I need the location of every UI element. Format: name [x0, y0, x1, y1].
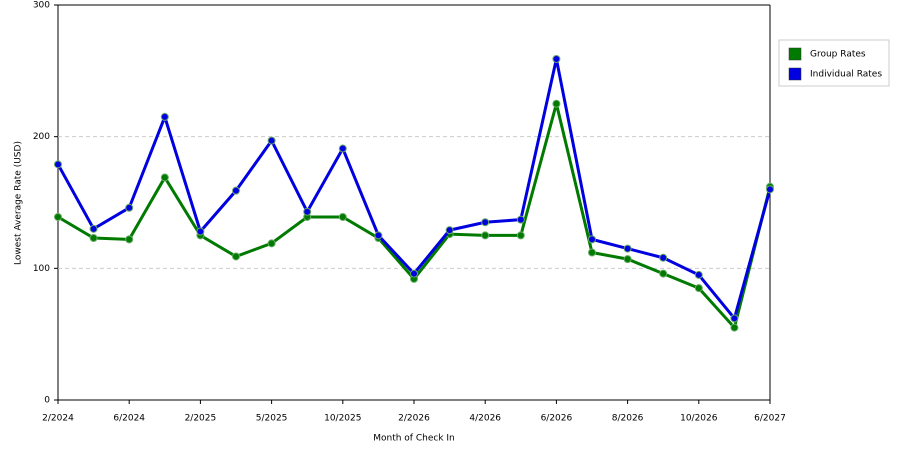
data-point	[338, 144, 347, 153]
data-point	[89, 234, 98, 243]
x-tick-label: 5/2025	[256, 414, 288, 424]
legend-swatch	[788, 67, 802, 81]
data-point	[232, 252, 240, 261]
data-point	[552, 99, 561, 108]
data-point	[766, 185, 774, 194]
data-point	[481, 231, 490, 240]
legend-label: Group Rates	[810, 50, 866, 60]
y-tick-label: 0	[44, 396, 50, 406]
data-point	[659, 253, 668, 262]
data-point	[623, 244, 632, 253]
data-point	[125, 203, 134, 212]
data-point	[54, 160, 62, 169]
data-point	[730, 314, 739, 323]
x-tick-label: 6/2026	[541, 414, 573, 424]
data-point	[374, 231, 383, 240]
x-tick-label: 4/2026	[469, 414, 501, 424]
data-point	[89, 224, 98, 233]
data-point	[445, 226, 454, 235]
x-tick-label: 10/2026	[680, 414, 718, 424]
x-tick-label: 6/2027	[754, 414, 786, 424]
x-tick-label: 8/2026	[612, 414, 644, 424]
y-tick-label: 300	[33, 1, 50, 11]
data-point	[552, 54, 561, 63]
data-point	[54, 212, 62, 221]
x-tick-label: 10/2025	[324, 414, 361, 424]
x-tick-label: 2/2026	[398, 414, 430, 424]
data-point	[694, 270, 703, 279]
x-axis-label: Month of Check In	[373, 434, 455, 444]
data-point	[267, 136, 276, 145]
data-point	[338, 212, 347, 221]
data-point	[125, 235, 134, 244]
data-point	[481, 218, 490, 227]
y-axis-label: Lowest Average Rate (USD)	[14, 141, 24, 265]
legend-swatch	[788, 47, 802, 61]
x-tick-label: 2/2025	[185, 414, 217, 424]
data-point	[410, 269, 418, 278]
x-tick-label: 2/2024	[42, 414, 74, 424]
y-tick-label: 200	[33, 132, 50, 142]
data-point	[160, 112, 169, 121]
data-point	[623, 255, 632, 264]
data-point	[196, 227, 205, 236]
legend-label: Individual Rates	[810, 70, 882, 80]
data-point	[267, 239, 276, 248]
data-point	[232, 186, 240, 195]
series-line	[57, 103, 772, 331]
data-point	[730, 323, 739, 332]
data-point	[516, 231, 525, 240]
data-point	[659, 269, 668, 278]
data-point	[303, 207, 312, 216]
x-tick-label: 6/2024	[113, 414, 145, 424]
data-point	[588, 235, 596, 244]
y-tick-label: 100	[33, 264, 50, 274]
data-point	[694, 284, 703, 293]
data-point	[516, 215, 525, 224]
data-point	[588, 248, 596, 257]
data-point	[160, 173, 169, 182]
